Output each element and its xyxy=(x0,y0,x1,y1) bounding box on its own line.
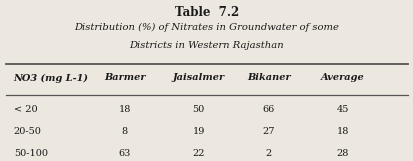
Text: 66: 66 xyxy=(262,105,274,114)
Text: 45: 45 xyxy=(336,105,348,114)
Text: 28: 28 xyxy=(336,149,348,158)
Text: 20-50: 20-50 xyxy=(14,127,41,136)
Text: 50-100: 50-100 xyxy=(14,149,47,158)
Text: Distribution (%) of Nitrates in Groundwater of some: Distribution (%) of Nitrates in Groundwa… xyxy=(74,23,339,33)
Text: Table  7.2: Table 7.2 xyxy=(174,6,239,19)
Text: 2: 2 xyxy=(265,149,271,158)
Text: 27: 27 xyxy=(262,127,274,136)
Text: Bikaner: Bikaner xyxy=(246,73,290,82)
Text: Districts in Western Rajasthan: Districts in Western Rajasthan xyxy=(129,41,284,50)
Text: Average: Average xyxy=(320,73,364,82)
Text: 18: 18 xyxy=(118,105,131,114)
Text: 18: 18 xyxy=(336,127,348,136)
Text: 19: 19 xyxy=(192,127,204,136)
Text: 63: 63 xyxy=(118,149,131,158)
Text: Barmer: Barmer xyxy=(104,73,145,82)
Text: Jaisalmer: Jaisalmer xyxy=(172,73,224,82)
Text: < 20: < 20 xyxy=(14,105,37,114)
Text: 22: 22 xyxy=(192,149,204,158)
Text: NO3 (mg L-1): NO3 (mg L-1) xyxy=(14,73,88,83)
Text: 50: 50 xyxy=(192,105,204,114)
Text: 8: 8 xyxy=(121,127,128,136)
